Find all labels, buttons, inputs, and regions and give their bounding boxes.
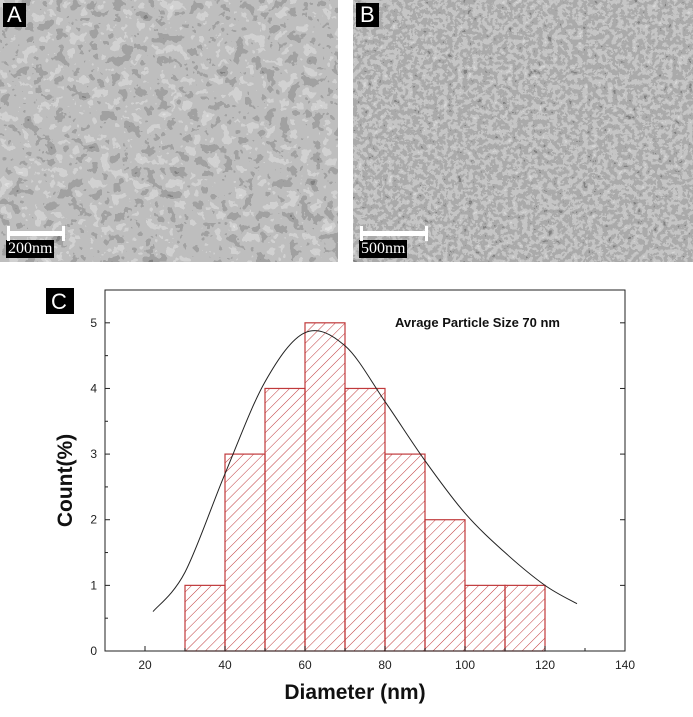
y-tick-label: 1 [90,578,97,592]
y-axis-title: Count(%) [54,434,77,527]
scale-line-b [360,226,428,241]
fit-curve-line [152,330,578,612]
fit-curve-group [152,330,578,612]
x-tick-label: 20 [138,658,152,672]
scale-bar-a: 200nm [6,226,65,258]
sem-image-b: B 500nm [353,0,693,262]
sem-texture-b [353,0,693,262]
sem-texture-a [0,0,338,262]
histogram-bar [304,322,346,652]
histogram-bar [344,387,386,652]
scale-label-b: 500nm [359,240,408,258]
x-tick-label: 100 [455,658,475,672]
panel-letter-b: B [356,3,379,27]
bars-group [184,322,546,652]
x-tick-label: 40 [218,658,232,672]
y-tick-label: 3 [90,447,97,461]
chart-annotation: Avrage Particle Size 70 nm [395,315,560,330]
x-tick-label: 60 [298,658,312,672]
x-tick-label: 120 [535,658,555,672]
y-tick-label: 5 [90,316,97,330]
panel-letter-a: A [3,3,26,27]
histogram-chart: C 20 40 60 80 100 120 140 0 1 2 3 4 5 Avrage Particl… [0,262,693,717]
y-tick-label: 4 [90,381,97,395]
histogram-bar [384,453,426,652]
y-tick-label: 2 [90,513,97,527]
panel-letter-c-bg [46,288,74,314]
panel-letter-c: C [46,288,74,314]
histogram-bar [464,584,506,652]
histogram-bar [424,519,466,652]
axes-group: 20 40 60 80 100 120 140 0 1 2 3 4 5 [90,289,635,672]
histogram-bar [224,453,266,652]
scale-bar-b: 500nm [359,226,428,258]
scale-line-a [7,226,65,241]
chart-svg: C 20 40 60 80 100 120 140 0 1 2 3 4 5 Avrage Particl… [46,288,635,704]
histogram-bar [504,584,546,652]
scale-label-a: 200nm [6,240,55,258]
panel-letter-c-text: C [51,289,67,314]
x-tick-label: 140 [615,658,635,672]
histogram-bar [264,387,306,652]
plot-frame [104,289,626,652]
x-tick-label: 80 [378,658,392,672]
x-axis-title: Diameter (nm) [284,681,425,704]
y-tick-label: 0 [90,644,97,658]
sem-image-a: A 200nm [0,0,338,262]
histogram-bar [184,584,226,652]
